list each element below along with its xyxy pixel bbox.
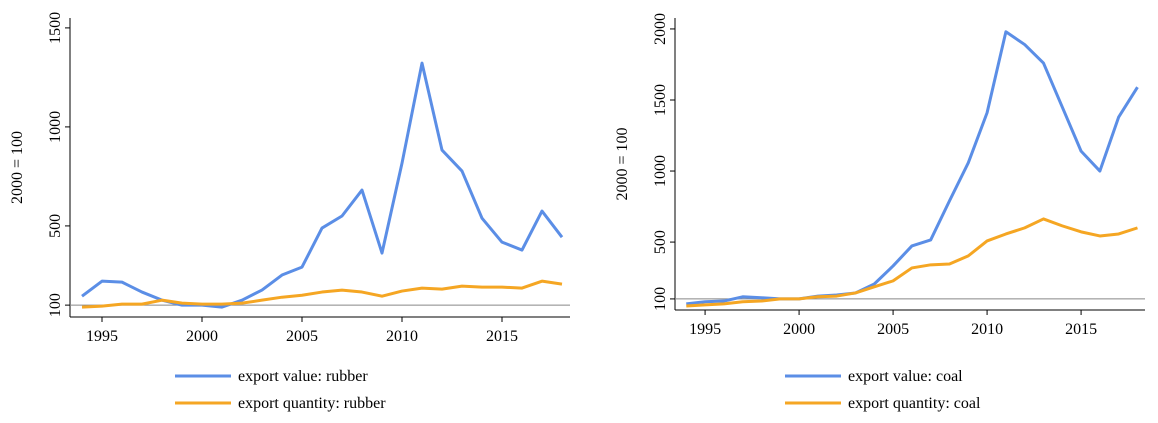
x-tick-label: 2015	[1065, 321, 1097, 338]
legend-label: export quantity: rubber	[238, 395, 386, 412]
y-tick-label: 2000	[652, 13, 669, 45]
y-tick-label: 1500	[652, 84, 669, 116]
y-tick-label: 1000	[47, 111, 64, 143]
x-tick-label: 2010	[971, 321, 1003, 338]
y-axis-label: 2000 = 100	[9, 131, 26, 204]
x-tick-label: 2005	[286, 328, 318, 345]
line-series	[81, 279, 563, 309]
x-tick-label: 1995	[86, 328, 118, 345]
x-tick-label: 2010	[386, 328, 418, 345]
x-tick-label: 2000	[186, 328, 218, 345]
y-axis-label: 2000 = 100	[614, 127, 631, 200]
y-tick-label: 500	[47, 214, 64, 238]
x-tick-label: 2005	[877, 321, 909, 338]
y-tick-label: 100	[652, 287, 669, 311]
line-series	[686, 30, 1139, 306]
x-tick-label: 2000	[783, 321, 815, 338]
y-tick-label: 1500	[47, 12, 64, 44]
x-tick-label: 1995	[689, 321, 721, 338]
legend-label: export quantity: coal	[848, 395, 981, 412]
y-tick-label: 100	[47, 293, 64, 317]
line-series	[81, 61, 564, 309]
y-tick-label: 500	[652, 230, 669, 254]
legend-label: export value: coal	[848, 368, 963, 385]
x-tick-label: 2015	[486, 328, 518, 345]
line-series	[686, 217, 1138, 308]
legend-label: export value: rubber	[238, 368, 368, 385]
y-tick-label: 1000	[652, 155, 669, 187]
